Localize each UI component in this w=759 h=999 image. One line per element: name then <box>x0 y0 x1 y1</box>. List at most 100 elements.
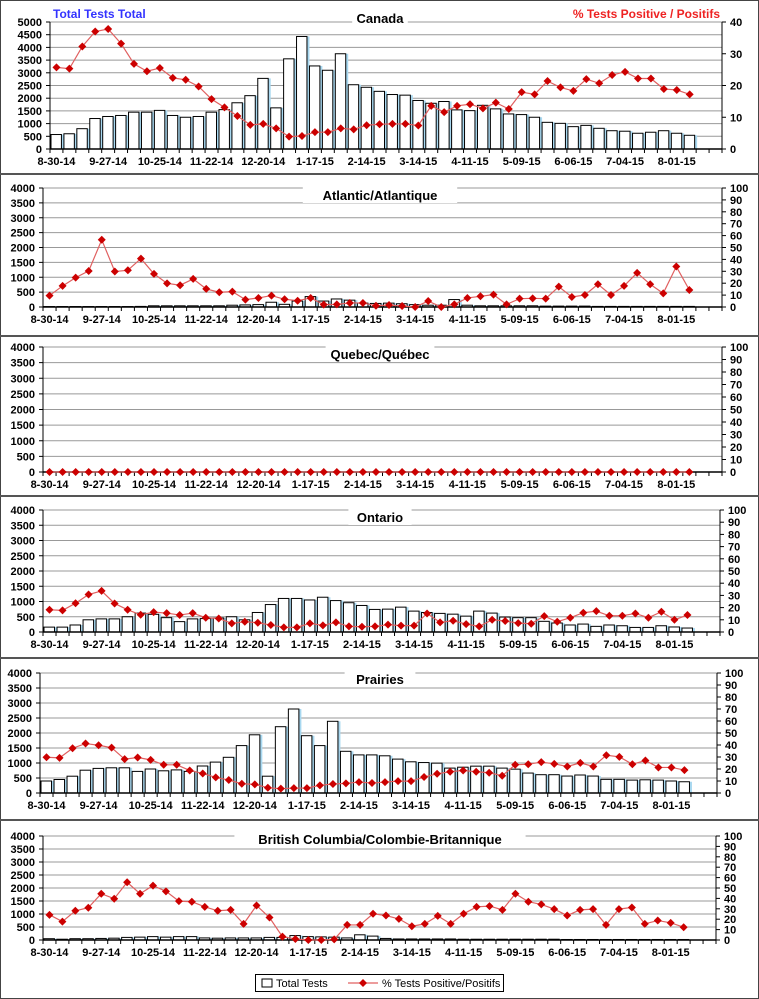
pct-positive-marker <box>498 905 507 914</box>
pct-positive-marker <box>52 63 61 72</box>
pct-positive-marker <box>241 468 250 476</box>
x-axis-tick-label: 4-11-15 <box>449 479 486 491</box>
pct-positive-marker <box>411 468 420 476</box>
pct-positive-marker <box>524 897 533 906</box>
bar <box>373 90 386 150</box>
x-axis-tick-label: 4-11-15 <box>444 800 481 812</box>
pct-positive-marker <box>553 617 562 626</box>
right-axis-tick-label: 40 <box>730 417 742 429</box>
right-axis-tick-label: 50 <box>724 883 736 895</box>
panel-ontario: 0500100015002000250030003500400001020304… <box>0 495 759 651</box>
x-axis-tick-label: 9-27-14 <box>89 156 128 168</box>
bar <box>564 624 576 633</box>
bar <box>655 625 667 633</box>
x-axis-tick-label: 6-06-15 <box>551 639 589 651</box>
pct-positive-marker <box>472 767 481 776</box>
pct-positive-marker <box>174 897 183 906</box>
bar <box>603 624 615 633</box>
bar <box>464 110 476 150</box>
pct-positive-marker <box>159 760 168 769</box>
x-axis-tick-label: 8-30-14 <box>28 800 67 812</box>
left-axis-tick-label: 3000 <box>11 536 35 548</box>
pct-positive-marker <box>58 281 67 290</box>
right-axis-tick-label: 50 <box>730 243 742 255</box>
x-axis-tick-label: 6-06-15 <box>548 800 586 812</box>
right-axis-tick-label: 40 <box>728 578 740 590</box>
right-axis-tick-label: 100 <box>730 183 748 195</box>
left-axis-tick-label: 0 <box>29 467 35 479</box>
pct-positive-marker <box>369 909 378 918</box>
pct-positive-marker <box>541 294 550 303</box>
bar <box>329 600 342 633</box>
pct-positive-marker <box>659 468 668 476</box>
pct-positive-marker <box>198 769 207 778</box>
pct-positive-marker <box>201 613 210 622</box>
pct-positive-marker <box>343 920 352 929</box>
bar <box>121 616 134 633</box>
chart-title-background <box>352 10 408 26</box>
bar <box>352 754 365 794</box>
pct-positive-marker <box>272 124 281 133</box>
bar <box>489 108 502 150</box>
right-axis-tick-label: 40 <box>730 254 742 266</box>
right-axis-tick-label: 100 <box>724 831 742 843</box>
pct-positive-marker <box>246 120 255 129</box>
pct-positive-marker <box>161 887 170 896</box>
left-axis-tick-label: 2000 <box>11 405 35 417</box>
x-axis-tick-label: 10-25-14 <box>132 479 177 491</box>
pct-positive-marker <box>485 768 494 777</box>
pct-positive-marker <box>318 621 327 630</box>
x-axis-tick-label: 10-25-14 <box>132 639 177 651</box>
pct-positive-marker <box>659 84 668 93</box>
pct-positive-marker <box>501 617 510 626</box>
pct-positive-marker <box>149 269 158 278</box>
left-axis-tick-label: 3500 <box>11 358 35 370</box>
chart-title-background <box>302 187 458 203</box>
pct-positive-marker <box>110 468 119 476</box>
x-axis-tick-label: 12-20-14 <box>241 156 286 168</box>
pct-positive-marker <box>514 619 523 628</box>
left-axis-tick-label: 4000 <box>11 831 35 843</box>
left-axis-tick-label: 2500 <box>11 551 35 563</box>
pct-positive-marker <box>528 294 537 303</box>
right-axis-tick-label: 80 <box>730 367 742 379</box>
bar <box>79 769 92 794</box>
left-axis-tick-label: 500 <box>17 287 35 299</box>
left-axis-tick-label: 0 <box>29 627 35 639</box>
bar <box>392 758 404 794</box>
pct-positive-marker <box>580 468 589 476</box>
x-axis-tick-label: 5-09-15 <box>496 947 534 959</box>
pct-positive-marker <box>344 622 353 631</box>
pct-positive-marker <box>213 906 222 915</box>
pct-positive-marker <box>136 254 145 263</box>
pct-positive-marker <box>227 619 236 628</box>
pct-positive-marker <box>672 468 681 476</box>
right-axis-tick-label: 20 <box>728 603 740 615</box>
bar <box>105 767 118 794</box>
x-axis-tick-label: 5-09-15 <box>503 156 541 168</box>
pct-positive-marker <box>437 303 446 311</box>
pct-positive-marker <box>168 73 177 82</box>
bar <box>153 109 166 150</box>
pct-positive-marker <box>306 293 315 302</box>
pct-positive-marker <box>566 613 575 622</box>
right-axis-tick-label: 60 <box>725 716 737 728</box>
left-axis-tick-label: 500 <box>14 773 32 785</box>
x-axis-tick-label: 5-09-15 <box>496 800 534 812</box>
pct-positive-marker <box>97 586 106 595</box>
pct-positive-marker <box>459 909 468 918</box>
x-axis-tick-label: 11-22-14 <box>190 156 234 168</box>
x-axis-tick-label: 1-17-15 <box>289 947 327 959</box>
right-axis-tick-label: 30 <box>730 266 742 278</box>
x-axis-tick-label: 5-09-15 <box>501 479 539 491</box>
bar <box>186 618 199 633</box>
x-axis-tick-label: 5-09-15 <box>501 314 539 326</box>
left-axis-tick-label: 3500 <box>8 683 32 695</box>
bar <box>613 778 625 794</box>
pct-positive-marker <box>563 911 572 920</box>
pct-positive-marker <box>602 751 611 760</box>
bar <box>173 621 186 633</box>
chart-title: Prairies <box>356 672 404 687</box>
pct-positive-marker <box>181 75 190 84</box>
